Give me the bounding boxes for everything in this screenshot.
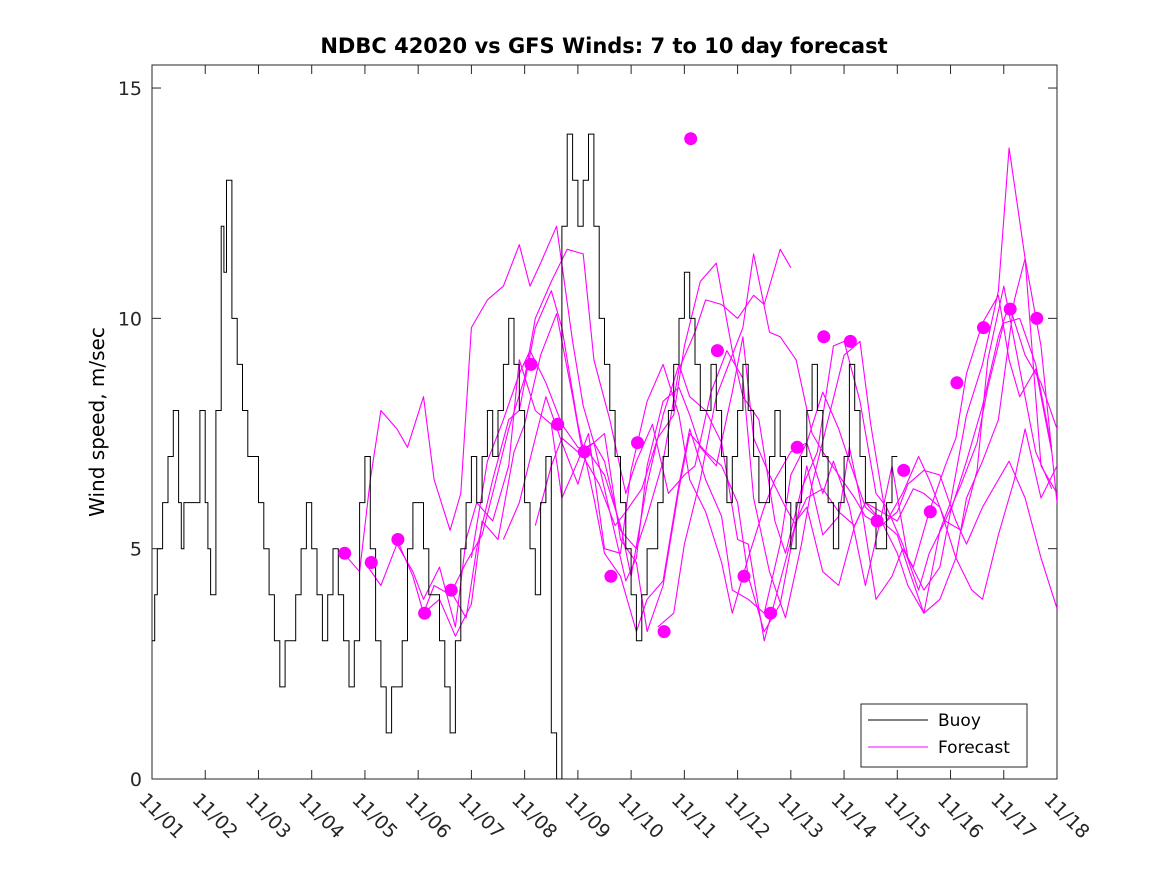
- plot-area: [151, 64, 1058, 780]
- forecast-marker: [870, 514, 884, 528]
- y-tick-label: 5: [130, 539, 142, 561]
- forecast-marker: [364, 556, 378, 569]
- axes-box: [151, 64, 1058, 780]
- forecast-marker: [1003, 302, 1017, 316]
- forecast-marker: [604, 569, 618, 583]
- forecast-marker: [657, 625, 671, 639]
- legend-forecast-label: Forecast: [938, 738, 1010, 758]
- forecast-marker: [1030, 311, 1044, 325]
- forecast-marker: [577, 445, 591, 459]
- forecast-marker: [923, 505, 937, 519]
- forecast-series-line: [657, 253, 1057, 628]
- forecast-marker: [551, 417, 565, 431]
- forecast-marker: [843, 334, 857, 348]
- y-tick-label: 10: [118, 308, 142, 330]
- forecast-marker: [418, 606, 432, 620]
- forecast-marker: [950, 376, 964, 390]
- legend-buoy-label: Buoy: [938, 711, 981, 731]
- y-axis: 0 5 10 15: [118, 78, 1057, 791]
- forecast-series-line: [343, 225, 1053, 600]
- forecast-marker: [790, 440, 804, 454]
- forecast-marker: [684, 132, 698, 146]
- forecast-marker: [631, 436, 644, 450]
- forecast-marker: [524, 357, 538, 371]
- forecast-marker: [897, 463, 911, 477]
- forecast-marker: [764, 606, 778, 620]
- forecast-marker: [977, 321, 990, 335]
- legend-box: [860, 703, 1028, 768]
- forecast-series-line: [449, 147, 1057, 633]
- forecast-marker: [338, 546, 352, 560]
- chart-title: NDBC 42020 vs GFS Winds: 7 to 10 day for…: [320, 34, 887, 58]
- y-tick-label: 15: [118, 78, 142, 100]
- forecast-marker: [817, 330, 831, 344]
- forecast-series-line: [470, 257, 1057, 642]
- y-tick-label: 0: [130, 769, 142, 791]
- y-axis-label: Wind speed, m/sec: [85, 327, 109, 517]
- buoy-series-line: [152, 133, 898, 779]
- forecast-marker: [710, 344, 724, 358]
- forecast-marker: [737, 569, 751, 583]
- forecast-marker: [391, 533, 405, 546]
- forecast-markers: [338, 132, 1044, 639]
- forecast-marker: [444, 583, 458, 597]
- legend: Buoy Forecast: [860, 703, 1028, 768]
